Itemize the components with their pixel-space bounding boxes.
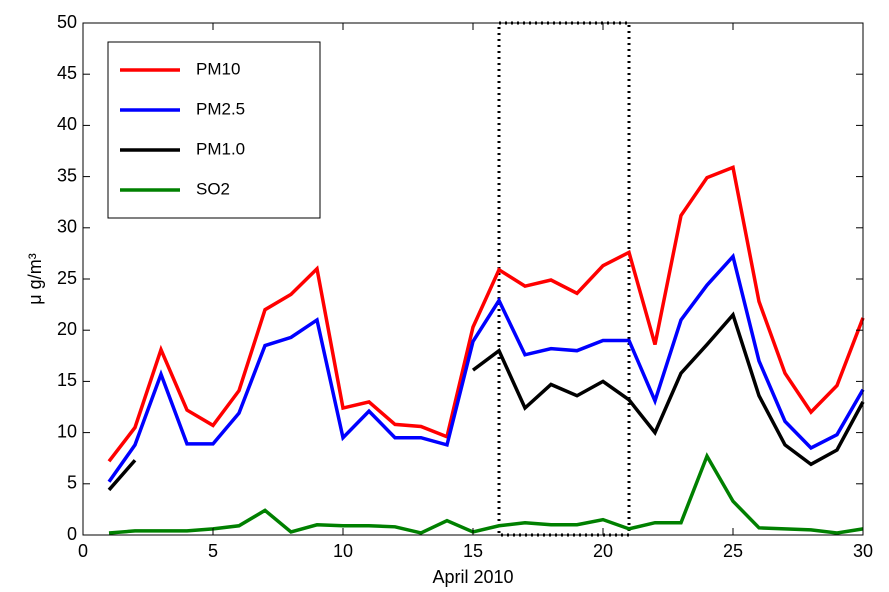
series-line <box>107 164 865 463</box>
series-line <box>108 452 864 535</box>
y-tick-label: 30 <box>57 217 77 237</box>
x-tick-label: 30 <box>853 541 873 561</box>
x-tick-label: 0 <box>78 541 88 561</box>
y-tick-label: 0 <box>67 524 77 544</box>
x-tick-label: 5 <box>208 541 218 561</box>
series-line <box>107 252 865 483</box>
x-tick-label: 15 <box>463 541 483 561</box>
y-tick-label: 15 <box>57 370 77 390</box>
y-tick-label: 40 <box>57 114 77 134</box>
x-tick-label: 25 <box>723 541 743 561</box>
y-axis-label: μ g/m³ <box>25 253 45 304</box>
y-tick-label: 10 <box>57 421 77 441</box>
legend-label: SO2 <box>196 179 230 198</box>
series-line <box>107 311 865 492</box>
y-tick-label: 50 <box>57 12 77 32</box>
y-tick-label: 25 <box>57 268 77 288</box>
legend-label: PM1.0 <box>196 139 245 158</box>
legend-label: PM2.5 <box>196 99 245 118</box>
y-tick-label: 20 <box>57 319 77 339</box>
x-axis-label: April 2010 <box>432 567 513 587</box>
highlight-box <box>497 21 631 537</box>
y-tick-label: 5 <box>67 473 77 493</box>
y-tick-label: 35 <box>57 165 77 185</box>
x-tick-label: 10 <box>333 541 353 561</box>
y-tick-label: 45 <box>57 63 77 83</box>
x-tick-label: 20 <box>593 541 613 561</box>
legend-label: PM10 <box>196 59 240 78</box>
